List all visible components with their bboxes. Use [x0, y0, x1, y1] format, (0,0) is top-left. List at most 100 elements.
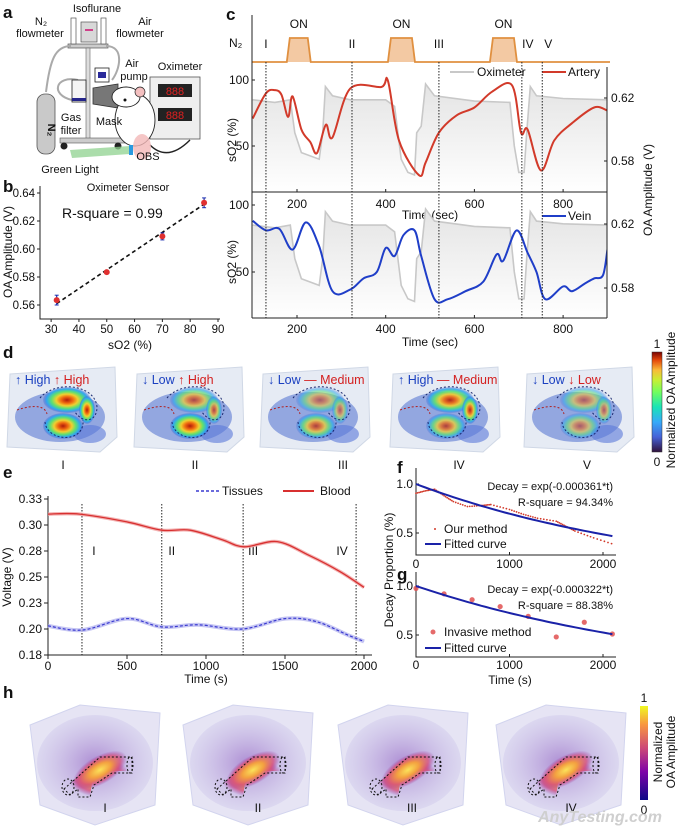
data-point: [556, 521, 559, 523]
data-point: [493, 504, 495, 507]
h-colorbar-label-1: Normalized: [651, 722, 665, 783]
n2-on-fill: [252, 38, 610, 62]
data-point: [589, 535, 592, 538]
c-x-tick-label: 600: [464, 322, 484, 336]
data-point: [457, 502, 459, 505]
data-point: [459, 503, 462, 505]
d-colorbar: [651, 351, 663, 453]
so2-state-label: ↑ High ↑ High: [15, 373, 89, 387]
data-point: [580, 532, 583, 535]
oximeter-digits: 888: [166, 110, 184, 122]
artery-level: High: [188, 373, 214, 387]
data-point: [421, 490, 424, 493]
c-x-tick-label: 800: [553, 322, 573, 336]
vessel-contour: [527, 778, 541, 796]
h-colorbar-label-2: OA Amplitude: [664, 715, 678, 788]
oa-image-I: [6, 366, 118, 453]
vein-contour: [422, 386, 481, 421]
vessel-contour: [279, 756, 287, 774]
image-label: I: [103, 801, 106, 815]
vessel-contour: [434, 756, 442, 774]
data-point: [529, 515, 532, 518]
obs-region: [133, 134, 151, 160]
watermark: AnyTesting.com: [537, 809, 662, 826]
g-x-axis-label: Time (s): [488, 673, 532, 687]
data-point: [599, 539, 602, 542]
legend-artery: Artery: [568, 65, 600, 79]
data-point: [505, 507, 508, 510]
artery-level: Low: [578, 373, 602, 387]
data-point: [555, 520, 558, 523]
vessel-contour: [63, 756, 133, 798]
mouse-ear: [134, 86, 146, 98]
artery-level: High: [64, 373, 90, 387]
legend-invasive-method: Invasive method: [444, 625, 531, 639]
artery-level: Medium: [320, 373, 364, 387]
down-arrow-icon: ↓: [565, 373, 578, 387]
panel-letter-e: e: [3, 463, 12, 482]
sensor-cable: [149, 139, 191, 154]
panel-e-voltage-chart: e Voltage (V) Time (s) Tissues Blood 0 50…: [0, 463, 378, 686]
data-point: [450, 499, 453, 502]
b-axes: [39, 186, 220, 320]
c-y-tick-label: 50: [236, 265, 250, 279]
oximeter-area: [252, 209, 607, 318]
image-label: II: [255, 801, 262, 815]
data-point: [452, 500, 455, 503]
data-point: [471, 505, 473, 508]
b-x-tick-label: 90: [212, 324, 225, 336]
data-point: [513, 510, 516, 513]
volume-image-IV: [495, 704, 627, 826]
data-point: [447, 497, 450, 500]
event-label: V: [544, 37, 552, 51]
pg-x-tick-label: 2000: [590, 658, 617, 672]
panel-a-setup-illustration: a N₂ 888 888: [3, 3, 203, 194]
fg-y-axis-label: Decay Proportion (%): [382, 513, 396, 628]
n2-on-label: ON: [494, 17, 512, 31]
vein-level: Low: [278, 373, 302, 387]
oximeter-display: [158, 108, 192, 121]
vessel-hotspot: [73, 750, 127, 790]
pf-x-tick-label: 1000: [496, 557, 523, 571]
n2-tube: [45, 45, 72, 93]
legend-tissues: Tissues: [222, 484, 263, 498]
label-gas: Gas: [61, 112, 82, 124]
data-point: [422, 490, 425, 493]
e-axes: [47, 496, 372, 656]
data-point: [466, 505, 469, 508]
artery-contour: [171, 419, 211, 438]
data-point: [520, 512, 523, 515]
vessel-contour: [371, 756, 441, 798]
data-point: [517, 511, 520, 514]
vein-level: High: [408, 373, 434, 387]
event-label: II: [168, 544, 175, 558]
filter-tube: [56, 78, 79, 101]
b-r-square: R-square = 0.99: [62, 205, 163, 221]
panel-letter-h: h: [3, 683, 13, 702]
oximeter-series-line: [252, 206, 607, 303]
vessel-contour: [592, 756, 600, 774]
fitted-curve-line: [415, 585, 613, 636]
label-n2-flowmeter: flowmeter: [16, 28, 64, 40]
tissues-series-line: [47, 617, 365, 643]
vessel-contour: [61, 778, 75, 796]
data-point: [454, 501, 457, 504]
data-point: [553, 634, 559, 640]
volume-image-I: [29, 704, 161, 826]
c-x-tick-label: 200: [287, 197, 307, 211]
air-flowmeter-icon: [100, 17, 107, 45]
oximeter-digits: 888: [166, 86, 184, 98]
filter-media: [72, 98, 86, 101]
label-isoflurane: Isoflurane: [73, 3, 121, 15]
image-label: III: [407, 801, 417, 815]
event-label: I: [92, 544, 95, 558]
b-fit-line: [56, 203, 205, 305]
vein-contour: [166, 386, 225, 421]
b-x-tick-label: 40: [73, 324, 86, 336]
artery-contour: [533, 406, 565, 415]
artery-contour: [399, 406, 431, 415]
air-tube: [105, 45, 121, 81]
data-point: [485, 504, 488, 506]
b-x-tick-label: 30: [45, 324, 58, 336]
